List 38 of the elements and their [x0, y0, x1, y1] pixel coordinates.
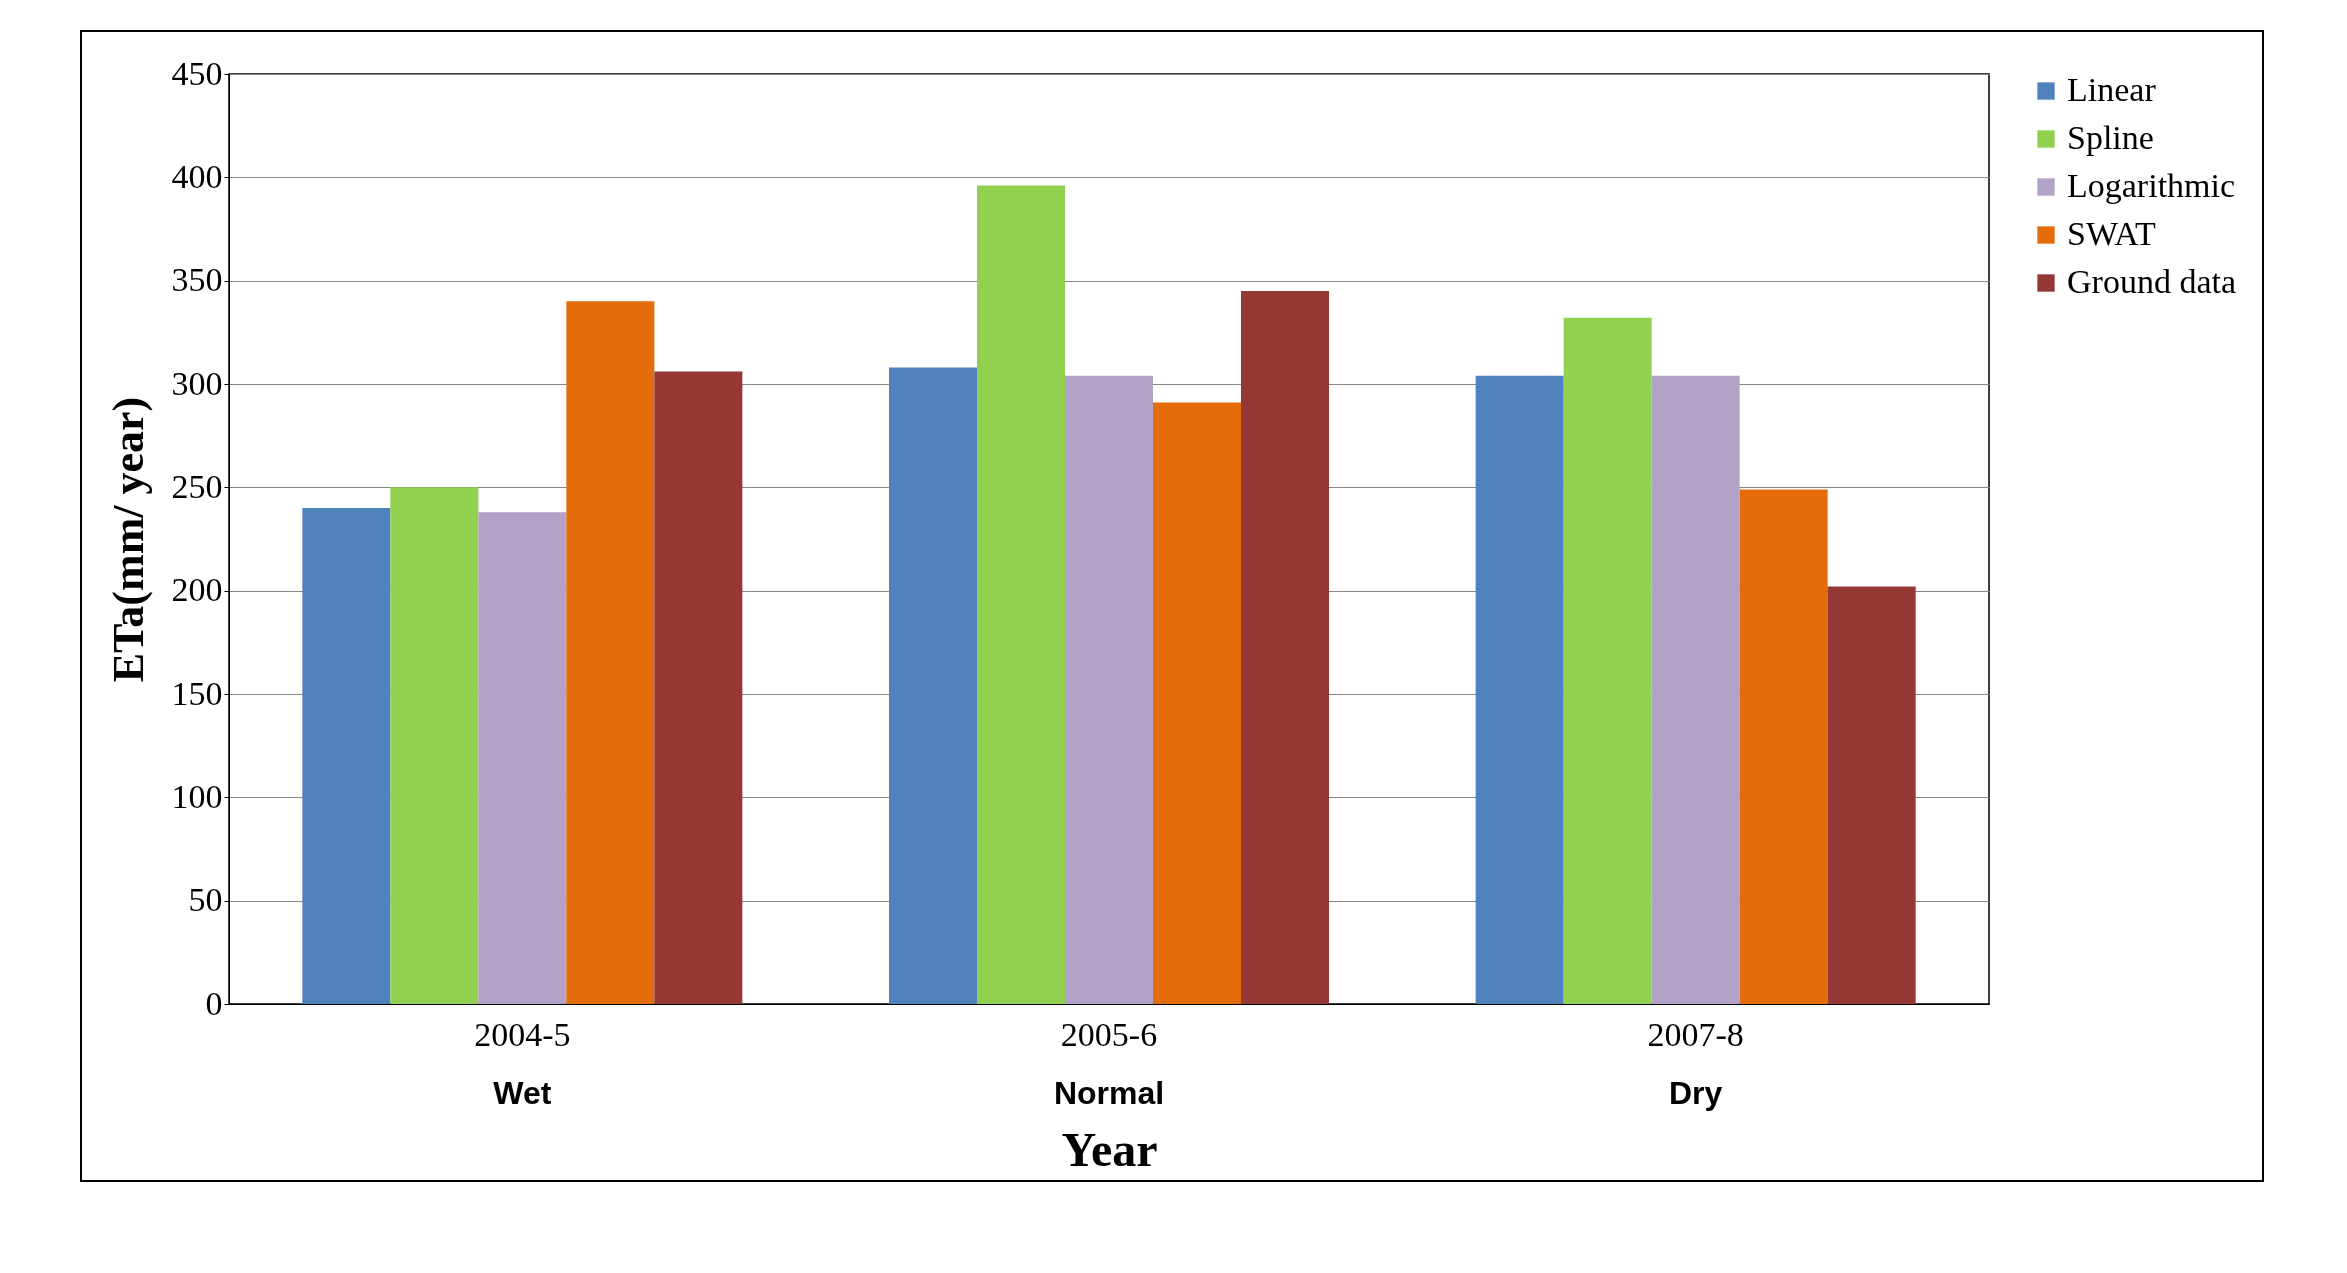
y-tick-label: 50 — [188, 881, 223, 919]
bar — [654, 371, 743, 1004]
y-tick-label: 450 — [171, 54, 223, 92]
bar — [390, 487, 479, 1004]
bar — [1475, 375, 1564, 1004]
y-tick-label: 150 — [171, 674, 223, 712]
legend-label: Ground data — [2067, 263, 2237, 300]
text: Wet — [493, 1075, 552, 1111]
y-tick-label: 0 — [205, 984, 223, 1022]
legend-label: Linear — [2067, 71, 2157, 108]
bar — [1153, 402, 1241, 1004]
bar — [889, 367, 977, 1004]
y-tick-label: 200 — [171, 571, 223, 609]
y-tick-label: 250 — [171, 467, 223, 505]
bar — [1651, 375, 1740, 1004]
legend-label: SWAT — [2067, 215, 2157, 252]
bar — [1827, 586, 1916, 1004]
bar — [1739, 489, 1828, 1004]
y-tick-label: 400 — [171, 157, 223, 195]
legend-label: Logarithmic — [2067, 167, 2236, 204]
bar — [1241, 291, 1329, 1004]
text: Normal — [1053, 1075, 1165, 1111]
y-tick-label: 300 — [171, 364, 223, 402]
bar — [977, 185, 1065, 1004]
bar — [302, 508, 391, 1004]
x-tick-label: 2004-5 — [474, 1015, 571, 1053]
y-tick-label: 350 — [171, 261, 223, 299]
text: Dry — [1668, 1075, 1723, 1111]
y-tick-label: 100 — [171, 777, 223, 815]
bar — [566, 301, 655, 1004]
x-axis-title: Year — [1061, 1122, 1158, 1176]
bar — [1065, 375, 1153, 1004]
x-tick-label: 2005-6 — [1060, 1015, 1158, 1053]
bar — [1563, 317, 1652, 1004]
legend-label: Spline — [2067, 119, 2154, 156]
bar — [478, 512, 567, 1004]
y-axis-title: ETa(mm/ year) — [103, 396, 153, 683]
x-tick-label: 2007-8 — [1647, 1015, 1744, 1053]
